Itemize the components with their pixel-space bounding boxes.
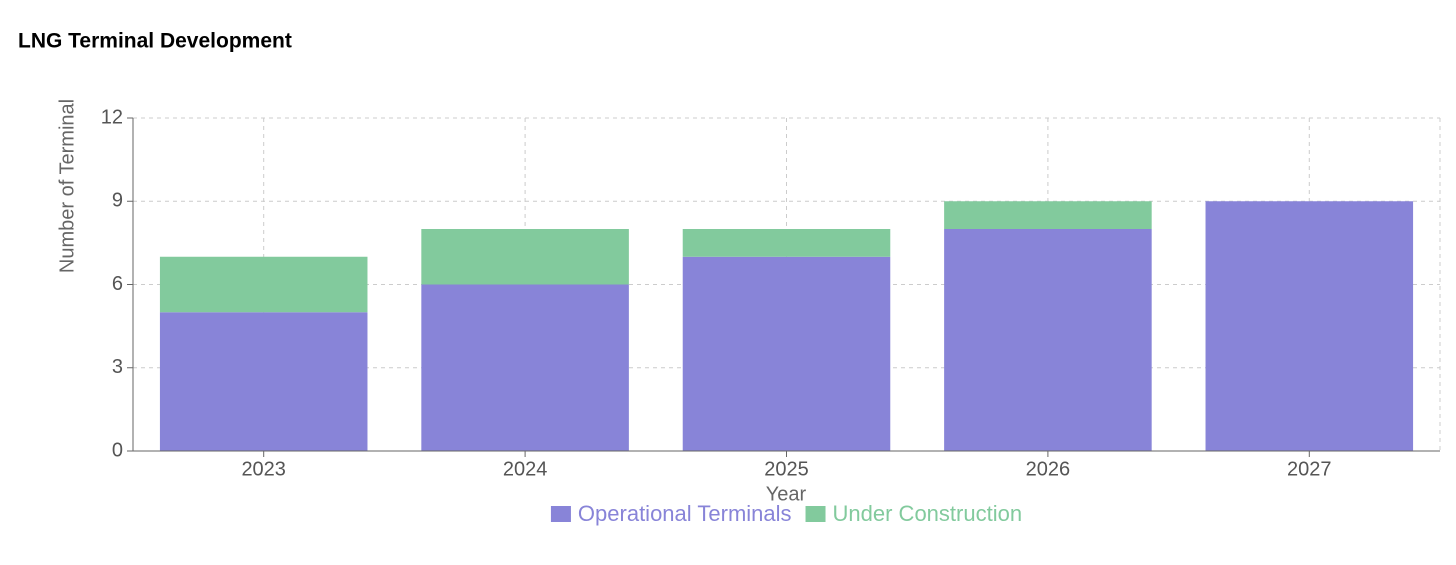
legend-swatch — [805, 506, 826, 522]
bar-segment — [421, 229, 629, 285]
x-tick-label: 2027 — [1287, 458, 1332, 480]
bar-segment — [682, 229, 891, 257]
legend-label: Operational Terminals — [578, 501, 792, 526]
x-tick-label: 2025 — [764, 458, 809, 480]
x-tick-label: 2024 — [503, 458, 548, 480]
bar-segment — [1205, 201, 1414, 451]
bar-segment — [944, 229, 1152, 451]
y-tick-label: 9 — [112, 190, 123, 212]
y-tick-label: 12 — [101, 106, 123, 128]
bar-segment — [682, 256, 891, 451]
x-tick-label: 2023 — [241, 458, 286, 480]
legend-label: Under Construction — [833, 501, 1023, 526]
legend: Operational Terminals Under Construction — [550, 501, 1023, 526]
legend-swatch — [550, 506, 571, 522]
y-axis-label: Number of Terminal — [56, 99, 78, 273]
y-tick-label: 3 — [112, 356, 123, 378]
bar-segment — [421, 284, 629, 451]
bar-segment — [159, 256, 368, 313]
y-tick-label: 0 — [112, 439, 123, 461]
bar-segment — [159, 312, 368, 451]
x-tick-label: 2026 — [1026, 458, 1071, 480]
x-axis-label: Year — [766, 483, 807, 505]
chart-title: LNG Terminal Development — [18, 30, 292, 53]
bar-segment — [944, 201, 1152, 229]
y-tick-label: 6 — [112, 273, 123, 295]
